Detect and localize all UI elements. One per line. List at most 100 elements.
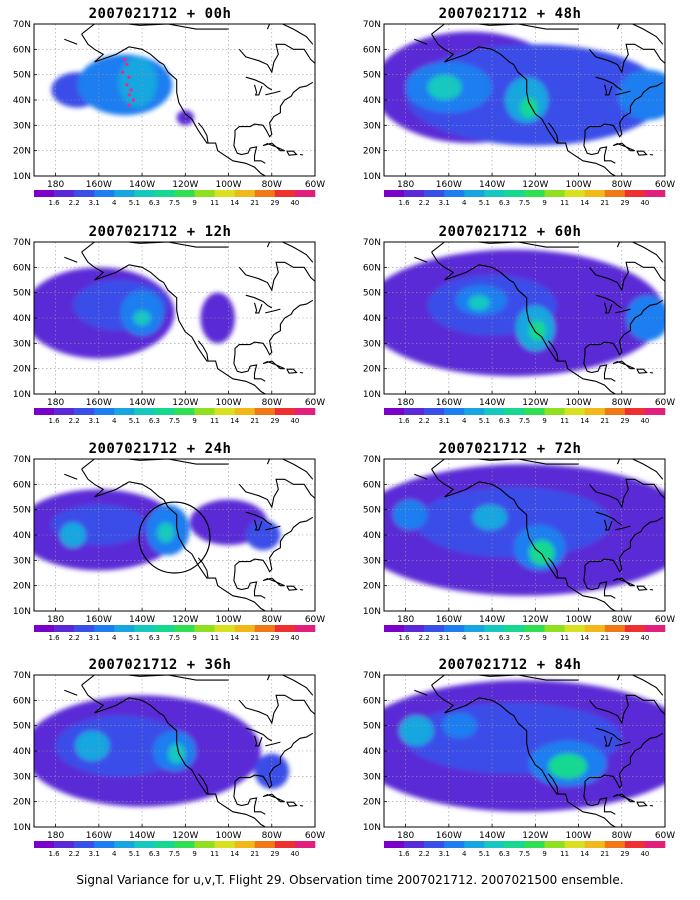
colorbar-label: 3.1 bbox=[89, 199, 100, 207]
coastline bbox=[262, 793, 285, 803]
colorbar-label: 14 bbox=[230, 850, 239, 858]
colorbar-swatch bbox=[384, 190, 405, 197]
colorbar-swatch bbox=[424, 625, 445, 632]
map-panel: 2007021712 + 36h 70N 60N 50N 40N 30N 20N 10N 180… bbox=[0, 657, 325, 867]
coastline bbox=[265, 308, 281, 314]
lat-tick-label: 50N bbox=[13, 289, 31, 299]
coastline bbox=[233, 570, 266, 599]
colorbar-swatch bbox=[484, 841, 505, 848]
colorbar-swatch bbox=[34, 408, 55, 415]
colorbar-swatch bbox=[174, 841, 195, 848]
coastline bbox=[431, 242, 579, 253]
lon-tick-label: 60W bbox=[305, 180, 325, 190]
coastline bbox=[431, 24, 579, 35]
panel-title: 2007021712 + 12h bbox=[88, 224, 232, 240]
variance-map: 70N 60N 50N 40N 30N 20N 10N 180 160W 140W 120W 100W… bbox=[363, 671, 675, 858]
colorbar-label: 11 bbox=[560, 850, 569, 858]
coastline bbox=[636, 150, 648, 156]
coastline bbox=[238, 694, 315, 725]
colorbar-swatch bbox=[524, 190, 545, 197]
map-panel: 2007021712 + 84h 70N 60N 50N 40N 30N 20N 10N 180… bbox=[350, 657, 675, 867]
colorbar-swatch bbox=[234, 841, 256, 848]
colorbar-swatch bbox=[94, 190, 115, 197]
lon-tick-label: 100W bbox=[215, 831, 241, 841]
colorbar-label: 29 bbox=[270, 199, 279, 207]
colorbar-swatch bbox=[484, 190, 505, 197]
coastline bbox=[649, 371, 654, 374]
colorbar-swatch bbox=[404, 625, 425, 632]
colorbar-swatch bbox=[194, 841, 215, 848]
colorbar-swatch bbox=[464, 841, 485, 848]
coastline bbox=[612, 793, 635, 803]
variance-region bbox=[472, 504, 508, 530]
coastline bbox=[584, 299, 664, 356]
colorbar-swatch bbox=[524, 841, 545, 848]
coastline bbox=[233, 786, 266, 815]
colorbar-swatch bbox=[134, 841, 155, 848]
coastline bbox=[414, 473, 428, 480]
lat-tick-label: 30N bbox=[363, 556, 381, 566]
colorbar-swatch bbox=[424, 841, 445, 848]
coastline bbox=[603, 302, 613, 314]
coastline bbox=[64, 689, 78, 696]
colorbar-label: 14 bbox=[230, 417, 239, 425]
colorbar-swatch bbox=[254, 408, 276, 415]
colorbar-swatch bbox=[384, 841, 405, 848]
colorbar-swatch bbox=[584, 190, 606, 197]
coastline bbox=[616, 242, 664, 263]
colorbar-label: 9 bbox=[542, 199, 546, 207]
colorbar-swatch bbox=[584, 625, 606, 632]
coastline bbox=[253, 519, 263, 531]
colorbar-label: 3.1 bbox=[89, 634, 100, 642]
colorbar-swatch bbox=[134, 408, 155, 415]
coastline bbox=[234, 81, 314, 138]
colorbar-label: 2.2 bbox=[69, 199, 80, 207]
colorbar-label: 21 bbox=[250, 634, 259, 642]
lon-tick-label: 140W bbox=[129, 615, 155, 625]
lon-tick-label: 80W bbox=[612, 180, 632, 190]
colorbar-label: 2.2 bbox=[69, 850, 80, 858]
lon-tick-label: 180 bbox=[397, 615, 414, 625]
colorbar-label: 6.3 bbox=[149, 634, 160, 642]
variance-region bbox=[392, 499, 428, 530]
lat-tick-label: 20N bbox=[13, 582, 31, 592]
colorbar-label: 5.1 bbox=[479, 417, 490, 425]
coastline bbox=[81, 684, 266, 827]
coastline bbox=[414, 38, 428, 45]
colorbar-label: 4 bbox=[112, 850, 117, 858]
lat-tick-label: 40N bbox=[13, 96, 31, 106]
colorbar-swatch bbox=[404, 841, 425, 848]
variance-region bbox=[416, 486, 611, 558]
colorbar-label: 7.5 bbox=[519, 199, 530, 207]
colorbar-label: 40 bbox=[290, 199, 299, 207]
lat-tick-label: 70N bbox=[363, 455, 381, 465]
colorbar-swatch bbox=[294, 841, 316, 848]
colorbar-label: 2.2 bbox=[419, 199, 430, 207]
colorbar-label: 21 bbox=[600, 199, 609, 207]
lat-tick-label: 10N bbox=[363, 172, 381, 182]
colorbar-swatch bbox=[154, 408, 175, 415]
coastline bbox=[547, 122, 559, 144]
lon-tick-label: 160W bbox=[86, 615, 112, 625]
colorbar-swatch bbox=[154, 841, 175, 848]
coastline bbox=[431, 468, 616, 611]
observation-dot bbox=[127, 103, 131, 107]
lon-tick-label: 140W bbox=[479, 180, 505, 190]
colorbar-label: 14 bbox=[580, 417, 589, 425]
lat-tick-label: 60N bbox=[363, 263, 381, 273]
lon-tick-label: 120W bbox=[522, 398, 548, 408]
colorbar-label: 21 bbox=[600, 634, 609, 642]
lon-tick-label: 100W bbox=[215, 398, 241, 408]
coastline bbox=[266, 675, 314, 696]
colorbar-label: 40 bbox=[640, 417, 649, 425]
colorbar-swatch bbox=[444, 408, 465, 415]
colorbar-label: 14 bbox=[230, 634, 239, 642]
colorbar-swatch bbox=[424, 408, 445, 415]
colorbar-label: 1.6 bbox=[399, 850, 411, 858]
colorbar-label: 40 bbox=[640, 199, 649, 207]
lat-tick-label: 10N bbox=[13, 823, 31, 833]
coastline bbox=[253, 302, 263, 314]
colorbar-swatch bbox=[504, 190, 525, 197]
lat-tick-label: 60N bbox=[363, 696, 381, 706]
coastline bbox=[262, 142, 285, 152]
